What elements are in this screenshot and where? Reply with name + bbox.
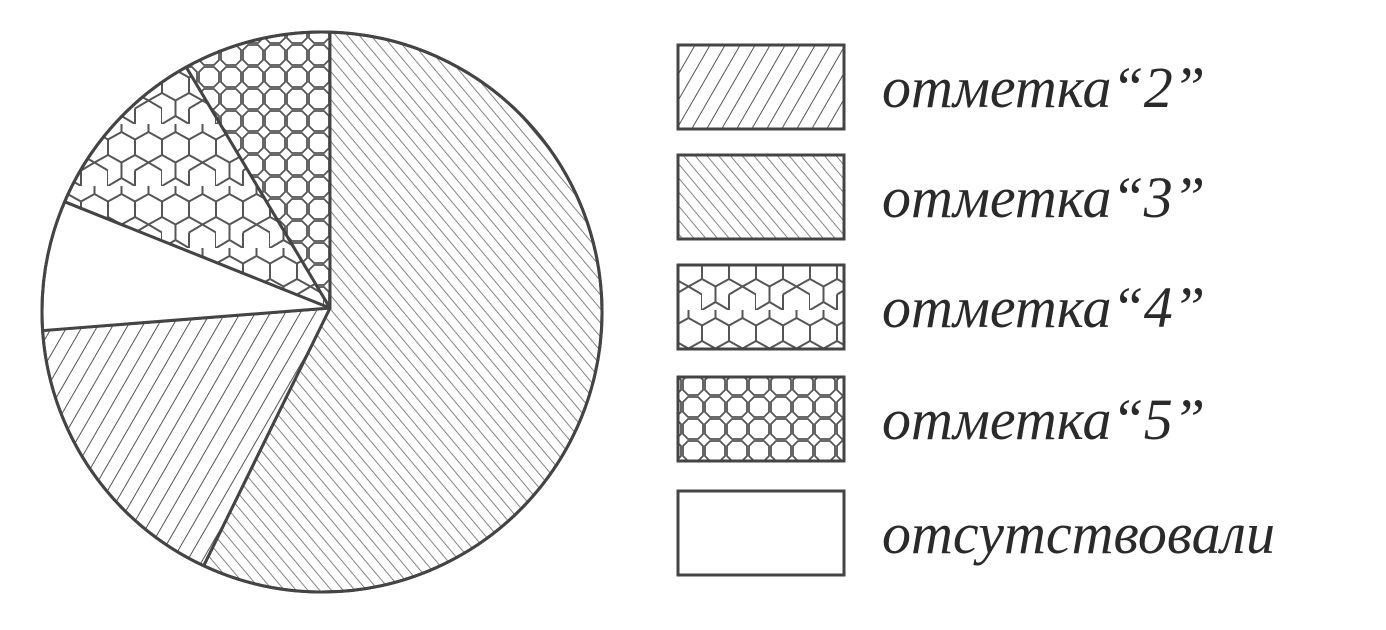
legend-swatch-2 <box>676 153 846 241</box>
pie-outline <box>40 30 604 594</box>
legend-swatch-1 <box>676 43 846 131</box>
legend-label-5: отсутствовали <box>882 501 1275 566</box>
pie-slices <box>40 30 604 594</box>
legend-label-1: отметка“2” <box>882 55 1205 120</box>
legend-swatch-5 <box>676 489 846 577</box>
legend-label-3: отметка“4” <box>882 275 1205 340</box>
legend-swatch-3 <box>676 263 846 351</box>
legend-swatch-4 <box>676 375 846 463</box>
legend: отметка“2” отметка“3” отметка“4” отметка“5”… <box>676 43 1275 577</box>
legend-label-2: отметка“3” <box>882 165 1205 230</box>
legend-label-4: отметка“5” <box>882 387 1205 452</box>
